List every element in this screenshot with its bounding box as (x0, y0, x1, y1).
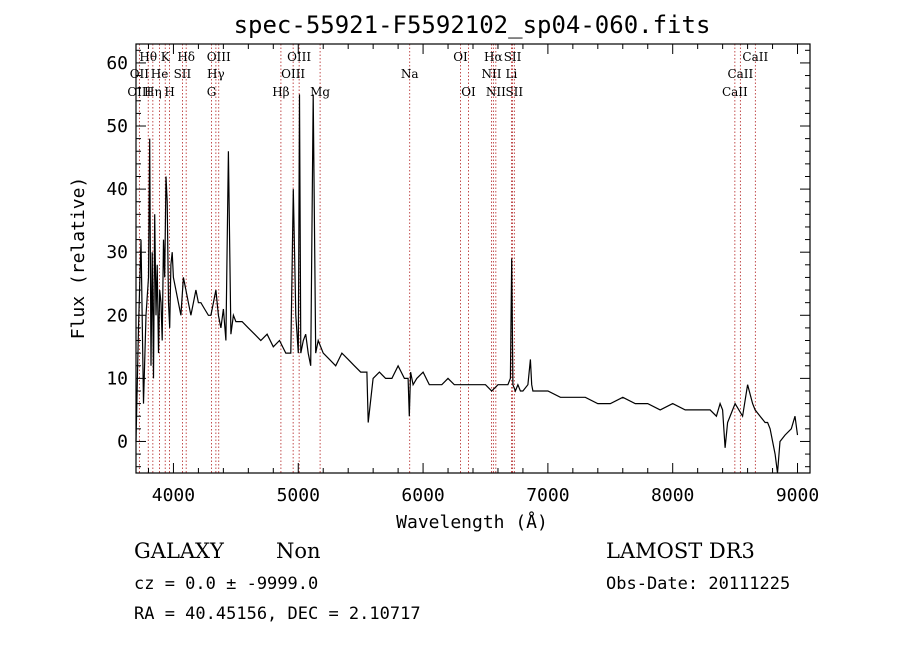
line-label-3: OIII (207, 50, 231, 64)
line-label-26: SII (505, 85, 523, 99)
line-label-25: NII (486, 85, 506, 99)
y-axis-ticks: 0 10 20 30 40 50 60 (106, 49, 810, 468)
line-label-6: Hα (484, 50, 503, 64)
line-label-22: Hβ (272, 85, 289, 99)
line-label-27: CaII (722, 85, 748, 99)
y-tick-label-2: 20 (106, 305, 128, 326)
line-label-7: SII (504, 50, 522, 64)
x-axis-label: Wavelength (Å) (396, 511, 548, 533)
line-label-23: Mg (310, 85, 330, 99)
x-tick-label-3: 7000 (526, 485, 569, 506)
line-label-24: OI (461, 85, 476, 99)
y-tick-label-6: 60 (106, 53, 128, 74)
x-axis-ticks: 4000 5000 6000 7000 8000 9000 (147, 44, 819, 506)
x-tick-label-5: 9000 (776, 485, 819, 506)
line-label-20: H (164, 85, 174, 99)
y-tick-label-4: 40 (106, 179, 128, 200)
x-tick-label-2: 6000 (401, 485, 444, 506)
line-label-10: He (151, 67, 169, 81)
line-label-14: Na (401, 67, 419, 81)
line-label-12: Hγ (207, 67, 225, 81)
line-label-13: OIII (281, 67, 305, 81)
survey-name: LAMOST DR3 (606, 539, 755, 563)
line-label-0: Hθ (139, 50, 157, 64)
line-label-15: NII (481, 67, 501, 81)
y-tick-label-3: 30 (106, 242, 128, 263)
plot-frame (135, 43, 811, 474)
line-label-18: OIII (127, 85, 151, 99)
x-tick-label-1: 5000 (277, 485, 320, 506)
line-label-16: Li (506, 67, 518, 81)
x-tick-label-0: 4000 (152, 485, 195, 506)
redshift-line: cz = 0.0 ± -9999.0 (134, 574, 318, 594)
line-label-4: OIII (287, 50, 311, 64)
y-tick-label-1: 10 (106, 368, 128, 389)
line-label-8: CaII (742, 50, 768, 64)
line-label-17: CaII (727, 67, 753, 81)
y-tick-label-0: 0 (117, 431, 128, 452)
object-class: GALAXY (134, 539, 225, 563)
line-label-1: K (161, 50, 171, 64)
coordinates-line: RA = 40.45156, DEC = 2.10717 (134, 604, 421, 624)
spectrum-series-line (135, 94, 799, 474)
line-label-11: SII (174, 67, 192, 81)
y-tick-label-5: 50 (106, 116, 128, 137)
line-label-9: OII (130, 67, 150, 81)
x-tick-label-4: 8000 (651, 485, 694, 506)
line-label-2: Hδ (177, 50, 195, 64)
line-label-21: G (207, 85, 217, 99)
line-label-19: Hη (144, 85, 162, 99)
y-axis-label: Flux (relative) (68, 177, 89, 340)
line-label-5: OI (453, 50, 468, 64)
object-subclass: Non (276, 539, 321, 563)
obs-date: Obs-Date: 20111225 (606, 574, 790, 594)
chart-title: spec-55921-F5592102_sp04-060.fits (234, 11, 711, 39)
